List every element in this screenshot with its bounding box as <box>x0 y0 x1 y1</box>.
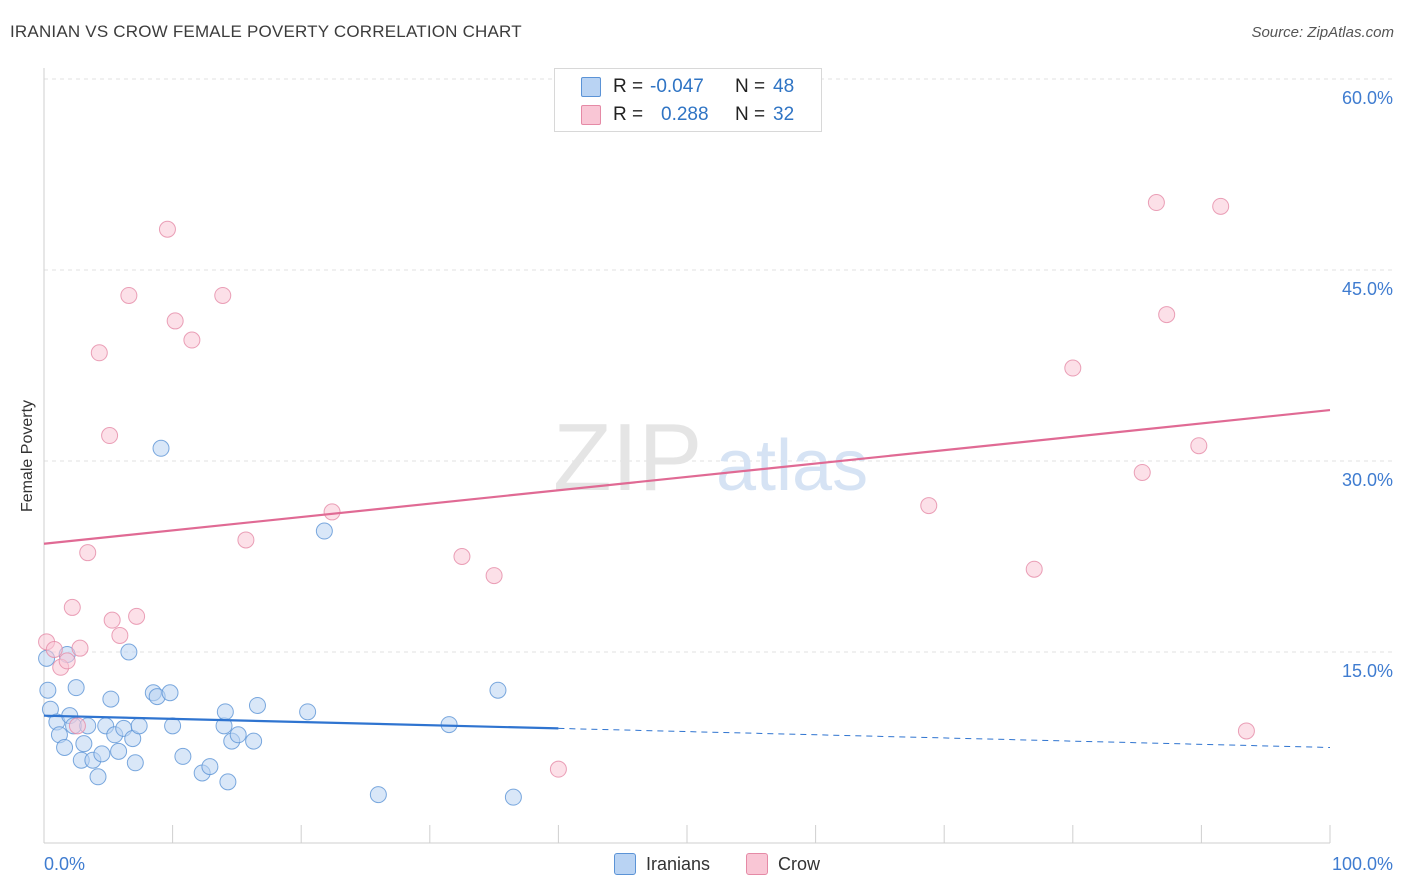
source-label: Source: ZipAtlas.com <box>1251 24 1394 41</box>
watermark-zip: ZIP <box>553 404 702 511</box>
crow-swatch <box>581 105 601 125</box>
iranians-point-1 <box>39 681 57 699</box>
iranians-point-19 <box>110 742 128 760</box>
crow-point-15 <box>166 312 184 330</box>
iranians-trend-extension <box>558 727 1331 748</box>
crow-point-6 <box>71 639 89 657</box>
crow-point-13 <box>128 607 146 625</box>
crow-point-26 <box>1133 463 1151 481</box>
crow-point-12 <box>120 286 138 304</box>
chart-title: IRANIAN VS CROW FEMALE POVERTY CORRELATI… <box>10 22 522 41</box>
crow-point-4 <box>63 598 81 616</box>
x-tick-label-0: 0.0% <box>44 854 85 874</box>
iranians-point-41 <box>315 522 333 540</box>
legend-iranians-swatch <box>614 853 636 875</box>
iranians-n-label: N = <box>735 76 766 97</box>
iranians-point-14 <box>89 768 107 786</box>
iranians-point-15 <box>93 745 111 763</box>
y-tick-label-60: 60.0% <box>1342 88 1393 108</box>
iranians-r-label: R = <box>613 76 644 97</box>
tick-labels: 60.0% 45.0% 30.0% 15.0% 0.0% 100.0% <box>44 88 1393 874</box>
crow-point-21 <box>485 567 503 585</box>
iranians-point-5 <box>56 739 74 756</box>
x-tick-label-100: 100.0% <box>1332 854 1393 874</box>
crow-point-14 <box>158 220 176 238</box>
iranians-swatch <box>581 77 601 97</box>
crow-point-19 <box>323 503 341 521</box>
iranians-point-39 <box>248 696 266 714</box>
legend-iranians-label: Iranians <box>646 853 711 874</box>
iranians-point-21 <box>120 643 138 661</box>
iranians-trend-line <box>43 714 559 730</box>
crow-point-7 <box>79 544 97 562</box>
crow-r-value: 0.288 <box>661 104 709 125</box>
crow-point-5 <box>68 717 86 735</box>
crow-point-9 <box>101 427 119 445</box>
grid-layer <box>44 78 1392 653</box>
watermark: ZIP atlas <box>553 404 868 511</box>
trend-layer <box>43 408 1331 748</box>
iranians-point-45 <box>504 788 522 806</box>
crow-point-18 <box>237 531 255 549</box>
iranians-point-32 <box>201 758 219 776</box>
iranians-point-9 <box>67 679 85 697</box>
points-layer <box>38 194 1255 806</box>
crow-point-25 <box>1064 359 1082 377</box>
legend-crow-swatch <box>746 853 768 875</box>
crow-r-label: R = <box>613 104 644 125</box>
crow-point-11 <box>111 626 129 644</box>
iranians-point-35 <box>219 773 237 791</box>
iranians-point-30 <box>174 747 192 765</box>
y-tick-label-15: 15.0% <box>1342 661 1393 681</box>
legend-crow[interactable]: Crow <box>746 851 820 877</box>
iranians-n-value: 48 <box>773 76 795 97</box>
iranians-r-value: -0.047 <box>650 76 704 97</box>
crow-point-3 <box>58 652 76 670</box>
crow-n-value: 32 <box>773 104 795 125</box>
iranians-point-38 <box>245 732 263 750</box>
iranians-point-34 <box>216 703 234 721</box>
crow-point-27 <box>1147 194 1165 212</box>
iranians-point-27 <box>152 439 170 457</box>
crow-point-22 <box>549 760 567 778</box>
legend-iranians[interactable]: Iranians <box>614 851 710 877</box>
iranians-point-11 <box>75 735 93 753</box>
crow-point-8 <box>90 344 108 362</box>
y-tick-label-45: 45.0% <box>1342 279 1393 299</box>
crow-point-31 <box>1237 722 1255 740</box>
crow-point-20 <box>453 548 471 565</box>
crow-point-30 <box>1212 197 1230 215</box>
crow-n-label: N = <box>735 104 766 125</box>
crow-point-29 <box>1190 437 1208 455</box>
crow-point-16 <box>183 331 201 349</box>
crow-point-28 <box>1158 306 1176 324</box>
crow-point-17 <box>214 286 232 304</box>
iranians-point-37 <box>229 726 247 744</box>
iranians-point-29 <box>164 717 182 735</box>
iranians-point-44 <box>489 681 507 699</box>
iranians-point-42 <box>369 786 387 804</box>
crow-point-1 <box>45 640 63 658</box>
crow-point-10 <box>103 611 121 629</box>
crow-point-24 <box>1025 560 1043 578</box>
iranians-point-40 <box>299 703 317 721</box>
stats-box: R = -0.047 N = 48 R = 0.288 N = 32 <box>554 68 822 132</box>
legend-crow-label: Crow <box>778 853 821 874</box>
iranians-point-24 <box>130 717 148 735</box>
crow-point-23 <box>920 497 938 515</box>
iranians-point-17 <box>102 690 120 708</box>
iranians-point-23 <box>126 754 144 772</box>
iranians-point-28 <box>161 684 179 702</box>
crow-trend-line <box>43 408 1331 545</box>
y-tick-label-30: 30.0% <box>1342 470 1393 490</box>
